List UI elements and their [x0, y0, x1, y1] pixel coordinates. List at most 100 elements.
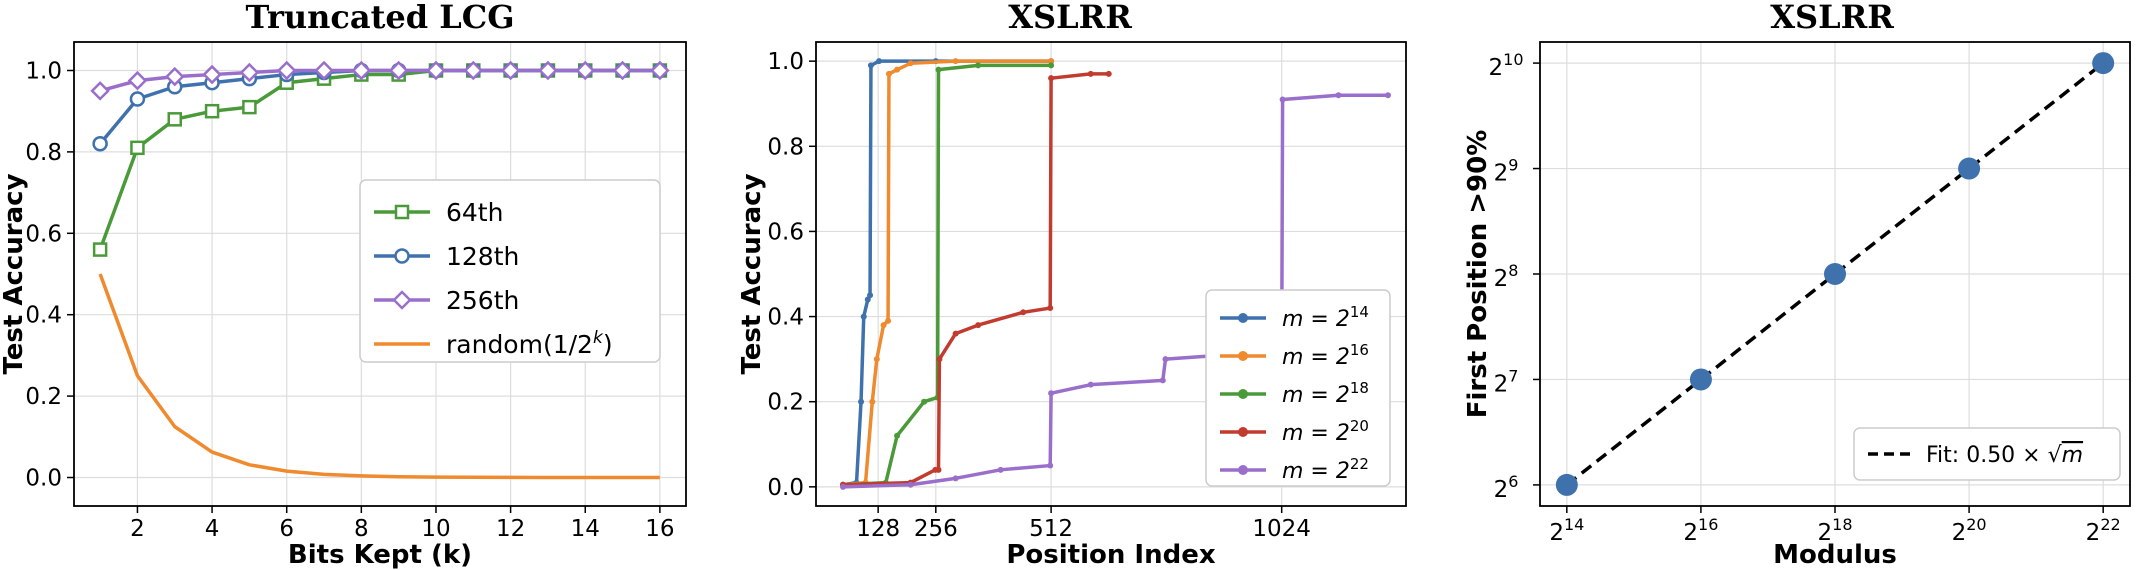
axis-ticks: 214 216 218 220 222 26 27 28 29 210 — [1489, 50, 2121, 546]
y-tick-label: 0.8 — [767, 134, 804, 160]
data-point — [202, 64, 222, 85]
y-tick-label: 0.2 — [25, 384, 62, 410]
x-tick-label: 4 — [205, 516, 220, 542]
legend-box — [1853, 427, 2121, 481]
y-tick-label: 0.4 — [767, 305, 804, 331]
chart-title: XSLRR — [1008, 0, 1132, 36]
data-point — [164, 66, 185, 87]
y-tick-label: 0.2 — [767, 390, 804, 416]
chart-title: XSLRR — [1770, 0, 1894, 36]
x-tick-label: 222 — [2086, 515, 2121, 546]
data-point — [1824, 263, 1846, 285]
data-point — [885, 317, 892, 324]
x-tick-label: 16 — [645, 516, 674, 542]
data-point — [1105, 70, 1112, 77]
data-point — [242, 99, 257, 115]
legend: m = 214 m = 216 m = 218 m = 220 m = 222 — [1205, 289, 1391, 487]
x-tick-label: 8 — [354, 516, 369, 542]
legend-label: 64th — [446, 198, 503, 227]
legend-marker — [394, 248, 410, 264]
data-point — [936, 356, 943, 363]
data-point — [612, 60, 633, 81]
data-point — [867, 62, 874, 69]
panel-xslrr-accuracy: XSLRR 128 256 512 1024 0.0 0.2 0.4 0.6 0.8 1.0 Po… — [737, 0, 1407, 570]
y-axis-label: Test Accuracy — [737, 173, 767, 374]
y-tick-label: 1.0 — [767, 49, 804, 75]
data-point — [239, 62, 260, 83]
series-line — [842, 59, 1052, 487]
data-point — [463, 60, 484, 81]
y-tick-label: 0.6 — [767, 219, 804, 245]
series-line — [842, 59, 1052, 487]
legend-label: Fit: 0.50 × √m — [1926, 443, 2083, 468]
axis-ticks: 128 256 512 1024 0.0 0.2 0.4 0.6 0.8 1.0 — [767, 49, 1311, 542]
data-point — [1335, 92, 1342, 99]
data-point — [1047, 305, 1054, 312]
panel-truncated-lcg: Truncated LCG 2 4 6 8 10 12 14 16 0.0 0.2 0.4 0.6 0.… — [0, 0, 687, 570]
data-point — [538, 60, 558, 81]
data-point — [500, 60, 521, 81]
data-point — [935, 66, 942, 73]
data-point — [907, 60, 914, 67]
data-point — [1384, 92, 1391, 99]
data-point — [952, 58, 959, 65]
x-tick-label: 12 — [496, 516, 525, 542]
y-tick-label: 28 — [1494, 261, 1519, 292]
legend-marker — [1238, 389, 1248, 399]
chart-title: Truncated LCG — [245, 0, 514, 36]
series-line — [842, 72, 1109, 487]
data-point — [1020, 309, 1027, 316]
legend-marker — [1238, 351, 1248, 361]
series-line — [842, 63, 1052, 487]
data-point — [1047, 462, 1054, 469]
data-point — [1048, 390, 1055, 397]
legend-label: m = 216 — [1282, 341, 1369, 370]
data-point — [935, 466, 942, 473]
data-point — [90, 81, 110, 101]
data-point — [840, 483, 847, 490]
data-point — [921, 398, 928, 405]
data-point — [975, 62, 982, 69]
series-group — [1555, 52, 2115, 496]
legend: Fit: 0.50 × √m — [1853, 427, 2121, 481]
data-point — [130, 140, 145, 156]
data-point — [952, 330, 959, 337]
x-axis-label: Position Index — [1006, 540, 1215, 570]
legend-marker — [392, 290, 412, 310]
data-point — [873, 356, 880, 363]
data-point — [1555, 473, 1578, 496]
data-point — [575, 60, 596, 81]
x-tick-label: 214 — [1549, 515, 1584, 546]
data-point — [869, 398, 876, 405]
data-point — [1048, 62, 1055, 69]
x-tick-label: 1024 — [1252, 516, 1311, 542]
data-point — [2092, 52, 2115, 75]
legend-box — [359, 179, 661, 363]
data-point — [388, 60, 409, 81]
data-point — [167, 112, 183, 127]
x-tick-label: 2 — [130, 516, 145, 542]
x-tick-label: 220 — [1952, 515, 1987, 546]
data-point — [1279, 96, 1286, 103]
legend-label: 128th — [446, 242, 519, 271]
data-point — [129, 91, 146, 107]
legend-marker — [1238, 427, 1248, 437]
data-point — [1162, 356, 1169, 363]
data-point — [894, 432, 901, 439]
legend-marker — [1238, 313, 1248, 323]
y-tick-label: 0.4 — [25, 303, 62, 329]
data-point — [650, 60, 670, 81]
data-point — [858, 398, 865, 405]
data-point — [426, 60, 446, 81]
data-point — [1958, 157, 1981, 180]
y-tick-label: 27 — [1494, 366, 1519, 397]
data-point — [894, 66, 901, 73]
legend-label: m = 220 — [1282, 417, 1369, 446]
series-line — [842, 93, 1388, 489]
y-tick-label: 26 — [1494, 472, 1519, 503]
data-point — [314, 60, 334, 81]
plot-frame — [815, 41, 1407, 507]
x-tick-label: 512 — [1029, 516, 1073, 542]
panel-xslrr-scaling: XSLRR 214 216 218 220 222 26 27 28 29 210 Modulus… — [1463, 0, 2131, 570]
